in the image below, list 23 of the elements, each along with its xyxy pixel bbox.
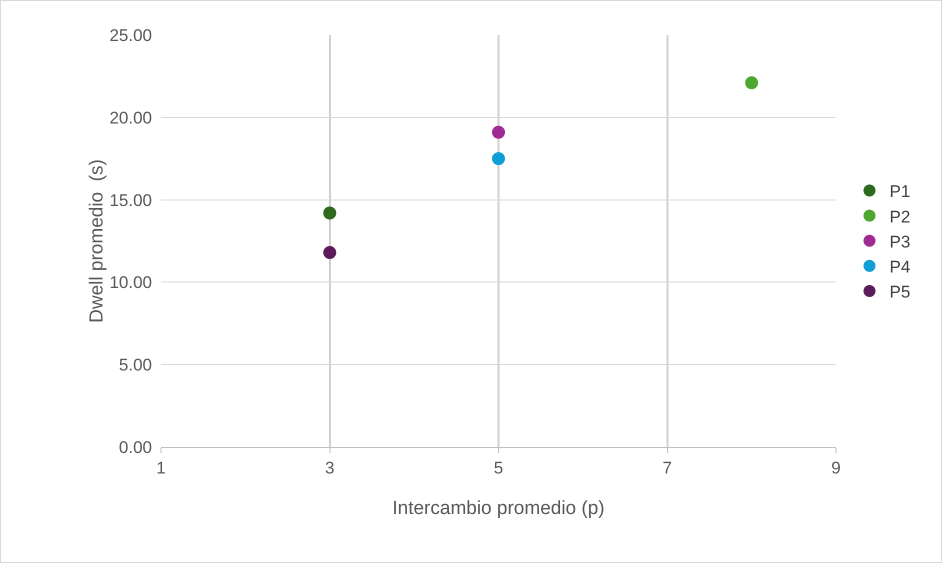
legend-label: P5: [890, 282, 910, 302]
y-tick-label: 20.00: [109, 108, 152, 128]
x-tick-label: 1: [156, 458, 166, 478]
point: [492, 152, 505, 166]
x-axis-title: Intercambio promedio (p): [392, 498, 605, 519]
x-tick-label: 9: [831, 458, 841, 478]
y-tick-label: 10.00: [109, 273, 152, 292]
legend-label: P4: [890, 257, 910, 276]
legend-label: P2: [890, 207, 910, 226]
y-axis-title: Dwell promedio (s): [86, 159, 108, 323]
point: [323, 206, 336, 220]
legend-label: P1: [890, 182, 910, 202]
y-tick-label: 5.00: [118, 356, 152, 375]
x-tick-label: 3: [325, 458, 334, 478]
y-tick-label: 0.00: [118, 438, 152, 457]
y-tick-label: 25.00: [109, 26, 152, 45]
point: [323, 246, 336, 260]
y-tick-label: 15.00: [109, 190, 152, 210]
point: [492, 126, 505, 139]
point: [745, 76, 758, 90]
x-tick-label: 7: [662, 458, 672, 478]
legend-label: P3: [890, 232, 910, 252]
x-tick-label: 5: [494, 458, 504, 478]
